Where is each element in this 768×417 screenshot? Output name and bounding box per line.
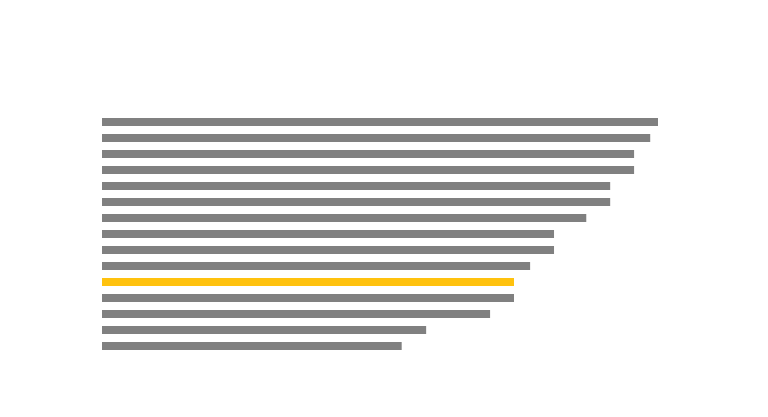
bar (102, 134, 651, 142)
bar (102, 262, 531, 270)
bar (102, 214, 587, 222)
bar (102, 230, 555, 238)
bar (102, 310, 491, 318)
bar (102, 118, 658, 126)
bars-group (102, 118, 658, 350)
bar (102, 166, 635, 174)
bar (102, 342, 402, 350)
bar (102, 198, 611, 206)
bar (102, 246, 555, 254)
bar (102, 294, 514, 302)
bar (102, 326, 427, 334)
bar (102, 150, 635, 158)
bar (102, 182, 611, 190)
bar-highlighted (102, 278, 514, 286)
